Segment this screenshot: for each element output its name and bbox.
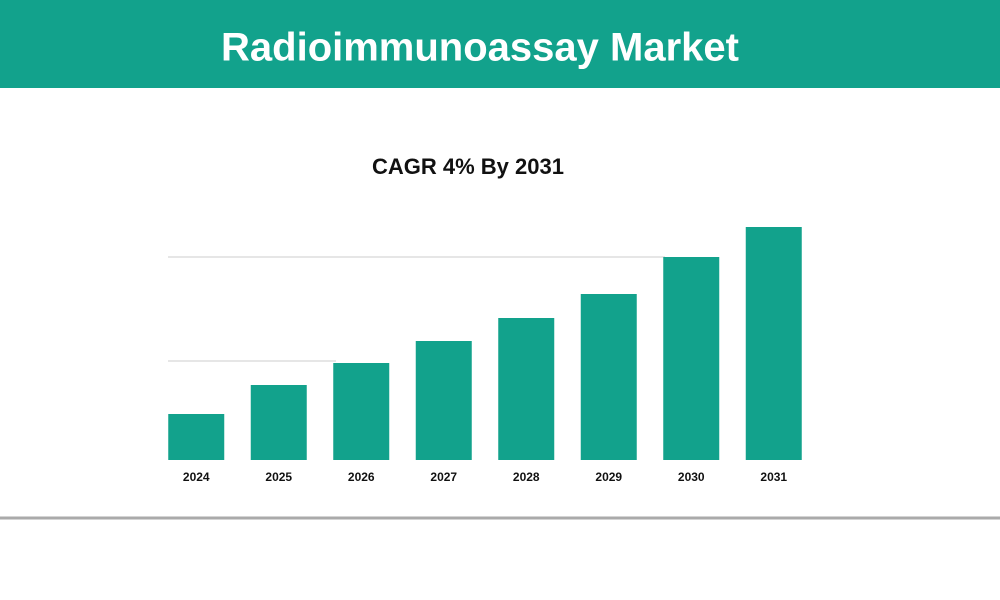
- header-band: [0, 0, 1000, 88]
- bar: [415, 341, 472, 460]
- x-tick-label: 2024: [183, 470, 210, 484]
- x-tick-label: 2030: [678, 470, 705, 484]
- bar: [498, 318, 555, 460]
- bar: [168, 414, 225, 460]
- x-tick-label: 2029: [595, 470, 622, 484]
- bar: [745, 227, 802, 460]
- page-title: Radioimmunoassay Market: [221, 26, 739, 70]
- chart-title: CAGR 4% By 2031: [372, 154, 564, 179]
- bar: [663, 257, 720, 460]
- x-tick-label: 2027: [430, 470, 457, 484]
- x-tick-label: 2031: [760, 470, 787, 484]
- bar: [333, 363, 390, 460]
- bar: [250, 385, 307, 460]
- x-tick-label: 2025: [265, 470, 292, 484]
- x-tick-label: 2028: [513, 470, 540, 484]
- bar: [580, 294, 637, 460]
- x-tick-label: 2026: [348, 470, 375, 484]
